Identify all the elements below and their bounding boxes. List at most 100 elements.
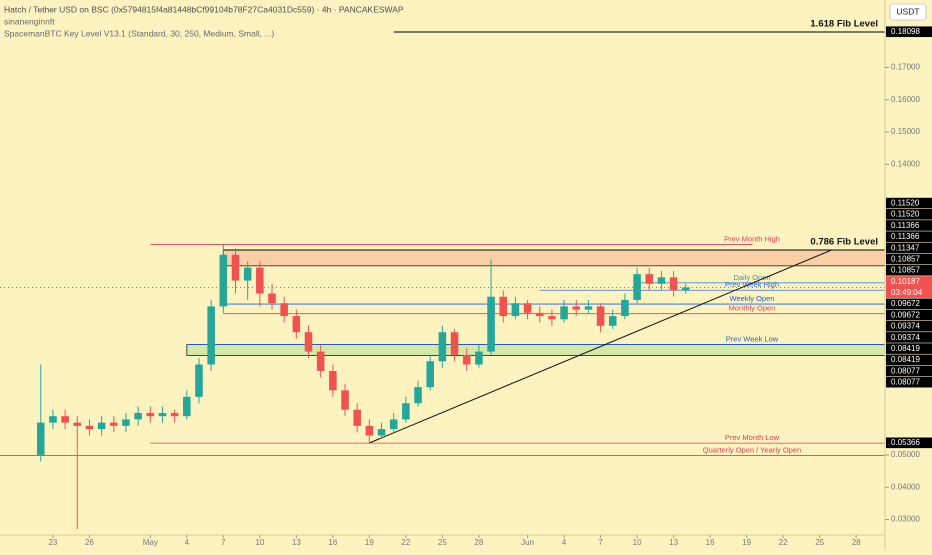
zone bbox=[222, 249, 886, 267]
price-label-box bbox=[886, 231, 932, 242]
y-tick-label: 0.15000 bbox=[891, 127, 920, 136]
candle-body bbox=[560, 306, 568, 320]
candle-body bbox=[450, 332, 459, 355]
candle-body bbox=[608, 316, 617, 326]
x-tick-label: 10 bbox=[633, 538, 642, 547]
author: sinanenginnft bbox=[4, 16, 55, 26]
candle-body bbox=[134, 412, 142, 420]
candle-body bbox=[487, 296, 495, 352]
candle-body bbox=[645, 274, 654, 284]
price-label-box bbox=[886, 276, 932, 298]
price-label-box bbox=[886, 264, 932, 276]
price-label-box bbox=[886, 309, 932, 321]
candle-body bbox=[207, 306, 215, 365]
price-label: 0.10857 bbox=[891, 254, 920, 263]
candle-body bbox=[243, 267, 252, 281]
price-label-box bbox=[886, 376, 932, 388]
x-tick-label: 28 bbox=[852, 538, 861, 547]
zone bbox=[186, 344, 886, 356]
candle-body bbox=[110, 422, 118, 426]
candle-body bbox=[61, 416, 69, 423]
candle-body bbox=[231, 254, 240, 281]
x-tick-label: 22 bbox=[401, 538, 410, 547]
price-label-box bbox=[886, 437, 932, 449]
x-tick-label: 13 bbox=[292, 538, 301, 547]
price-label-box bbox=[886, 332, 932, 343]
currency[interactable]: USDT bbox=[896, 6, 919, 16]
indicator: SpacemanBTC Key Level V13.1 (Standard, 3… bbox=[4, 28, 274, 38]
candle-body bbox=[438, 332, 447, 362]
price-label: 0.18098 bbox=[891, 27, 920, 36]
y-tick-label: 0.17000 bbox=[891, 63, 920, 72]
candle-body bbox=[195, 364, 203, 397]
price-label-box bbox=[886, 253, 932, 265]
candle-body bbox=[219, 254, 228, 307]
chart-title: Hatch / Tether USD on BSC (0x5794815f4a8… bbox=[4, 4, 404, 14]
x-tick-label: 4 bbox=[185, 538, 190, 547]
price-label-box bbox=[886, 220, 932, 231]
candle-body bbox=[353, 409, 361, 426]
y-tick-label: 0.05000 bbox=[891, 450, 920, 459]
candle-body bbox=[377, 429, 386, 436]
candle-body bbox=[499, 296, 508, 317]
level-label: Prev Month Low bbox=[725, 433, 780, 442]
candle-body bbox=[584, 306, 593, 310]
price-label: 0.11366 bbox=[891, 232, 920, 241]
x-tick-label: Jun bbox=[521, 538, 534, 547]
x-tick-label: 4 bbox=[562, 538, 567, 547]
x-tick-label: 7 bbox=[221, 538, 226, 547]
candle-body bbox=[85, 425, 94, 430]
candle-body bbox=[49, 416, 57, 423]
currency-badge[interactable] bbox=[889, 3, 927, 21]
candle-body bbox=[669, 277, 678, 291]
candle-body bbox=[633, 274, 641, 300]
price-label: 0.08077 bbox=[891, 366, 920, 375]
y-tick-label: 0.04000 bbox=[891, 482, 920, 491]
x-tick-label: 26 bbox=[85, 538, 94, 547]
candle-body bbox=[341, 390, 349, 410]
candle-body bbox=[256, 267, 264, 294]
price-label-box bbox=[886, 208, 932, 220]
candle-body bbox=[657, 277, 666, 284]
price-label: 0.11520 bbox=[891, 199, 920, 208]
price-label: 0.11520 bbox=[891, 210, 920, 219]
candle-body bbox=[402, 403, 410, 420]
level-label: Monthly Open bbox=[729, 304, 776, 313]
candle-body bbox=[316, 351, 325, 371]
x-tick-label: May bbox=[143, 538, 158, 547]
trendline bbox=[369, 249, 833, 444]
level-label: Prev Month High bbox=[724, 234, 780, 243]
candle-body bbox=[548, 316, 556, 320]
fib-label: 0.786 Fib Level bbox=[810, 237, 878, 248]
candle-body bbox=[596, 306, 605, 326]
x-tick-label: 19 bbox=[365, 538, 374, 547]
price-label-box bbox=[886, 242, 932, 254]
x-tick-label: 25 bbox=[438, 538, 447, 547]
price-label: 0.08419 bbox=[891, 344, 920, 353]
candle-body bbox=[523, 303, 532, 313]
candle-body bbox=[462, 354, 471, 365]
price-label-box bbox=[886, 298, 932, 310]
price-label: 0.05366 bbox=[891, 438, 920, 447]
y-tick-label: 0.03000 bbox=[891, 515, 920, 524]
price-label-box bbox=[886, 354, 932, 366]
candle-body bbox=[183, 396, 191, 417]
x-tick-label: 19 bbox=[742, 538, 751, 547]
candle-body bbox=[475, 351, 483, 365]
candle-body bbox=[389, 419, 398, 430]
candle-body bbox=[572, 306, 581, 310]
x-tick-label: 22 bbox=[779, 538, 788, 547]
candle-body bbox=[292, 316, 301, 333]
level-label: Quarterly Open / Yearly Open bbox=[703, 446, 801, 455]
y-tick-label: 0.14000 bbox=[891, 159, 920, 168]
price-label-box bbox=[886, 343, 932, 354]
candle-body bbox=[158, 412, 167, 417]
candle-body bbox=[304, 332, 313, 352]
price-label: 0.09672 bbox=[891, 310, 920, 319]
x-tick-label: 10 bbox=[255, 538, 264, 547]
price-label-box bbox=[886, 197, 932, 209]
candle-body bbox=[426, 361, 434, 388]
